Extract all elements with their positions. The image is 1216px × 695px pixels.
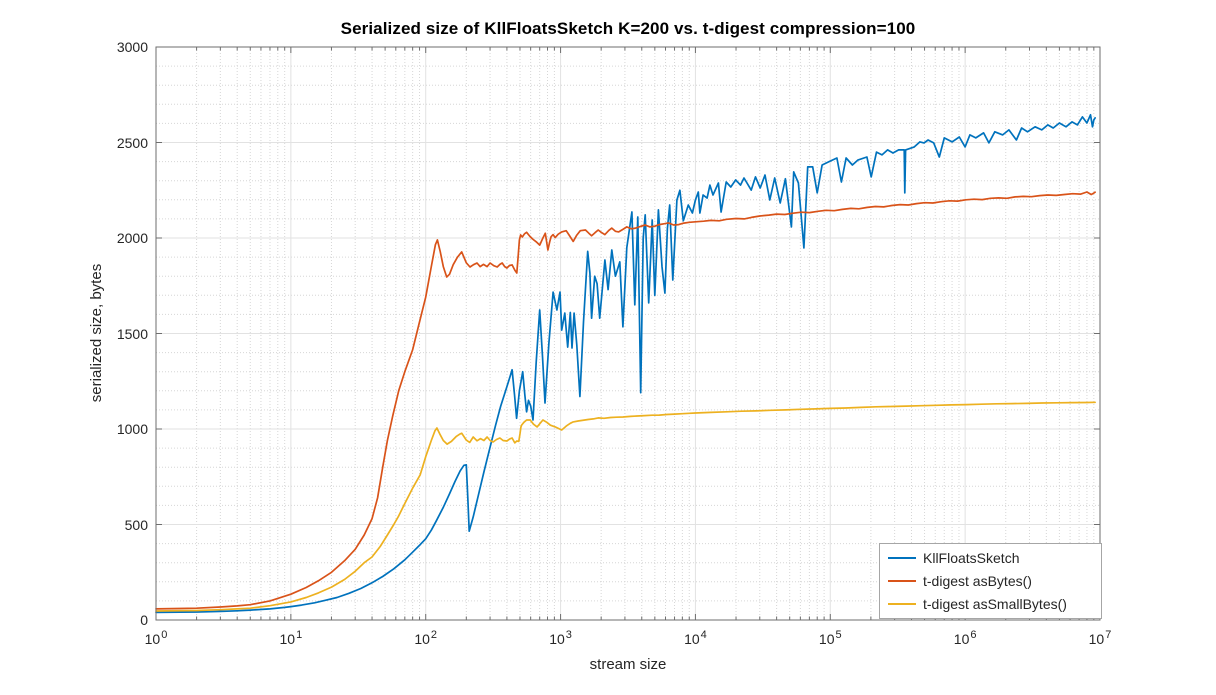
series-kllfloatssketch <box>155 113 1096 614</box>
x-tick-label-1e3: 103 <box>549 629 572 647</box>
x-tick-label-1e0: 100 <box>144 629 168 647</box>
y-tick-label-1500: 1500 <box>116 325 148 342</box>
x-axis-label: stream size <box>589 656 667 673</box>
y-tick-label-1000: 1000 <box>116 421 148 437</box>
x-tick-label-1e7: 107 <box>1088 629 1112 647</box>
legend-item-kllfloatssketch: KllFloatsSketch <box>888 550 1097 566</box>
legend-label: KllFloatsSketch <box>923 550 1020 567</box>
legend-label: t-digest asSmallBytes() <box>923 595 1067 612</box>
x-tick-label-1e2: 102 <box>414 629 438 647</box>
legend-line-sample <box>888 602 916 605</box>
chart-title: Serialized size of KllFloatsSketch K=200… <box>340 19 916 38</box>
legend-line-sample <box>888 579 916 582</box>
y-tick-label-2500: 2500 <box>116 134 148 151</box>
x-tick-label-1e6: 106 <box>953 629 977 647</box>
legend-item-t-digest-asbytes: t-digest asBytes() <box>888 573 1097 589</box>
series-t-digest-asbytes <box>155 191 1096 610</box>
y-tick-label-3000: 3000 <box>116 39 148 55</box>
y-tick-label-2000: 2000 <box>116 230 148 246</box>
y-tick-label-500: 500 <box>124 516 148 533</box>
y-tick-label-0: 0 <box>140 612 148 628</box>
legend-label: t-digest asBytes() <box>923 572 1032 589</box>
major-gridlines <box>156 47 1100 620</box>
x-tick-label-1e5: 105 <box>818 629 842 647</box>
legend-line-sample <box>888 557 916 560</box>
legend: KllFloatsSketch t-digest asBytes() t-diges… <box>879 543 1102 619</box>
x-tick-label-1e4: 104 <box>684 629 707 647</box>
tick-marks <box>155 46 1101 621</box>
series-t-digest-assmallbytes <box>155 401 1096 612</box>
legend-item-t-digest-assmallbytes: t-digest asSmallBytes() <box>888 596 1097 612</box>
x-tick-label-1e1: 101 <box>279 629 303 647</box>
